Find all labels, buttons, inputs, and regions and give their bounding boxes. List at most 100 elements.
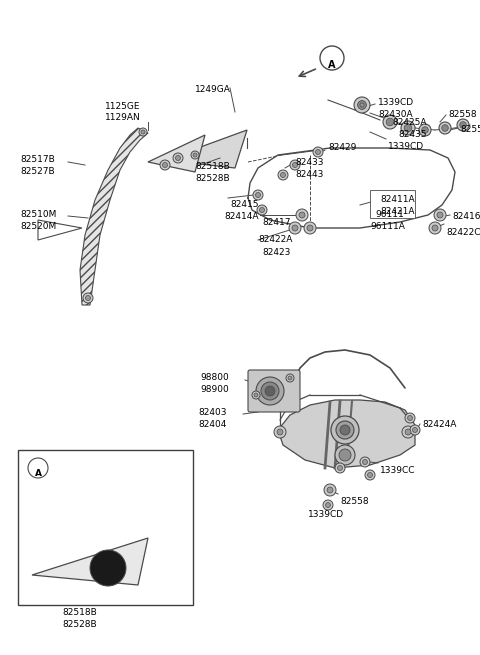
Text: 82423: 82423	[262, 248, 290, 257]
Text: 82430A: 82430A	[378, 110, 413, 119]
Circle shape	[176, 155, 180, 160]
Circle shape	[419, 124, 431, 136]
Text: 82528B: 82528B	[62, 620, 96, 629]
Text: 96111A: 96111A	[370, 222, 405, 231]
FancyBboxPatch shape	[18, 450, 193, 605]
Text: A: A	[328, 60, 336, 70]
Text: 82435: 82435	[398, 130, 427, 139]
Text: 82415: 82415	[230, 200, 259, 209]
Circle shape	[320, 46, 344, 70]
Text: 82425A: 82425A	[392, 118, 427, 127]
Circle shape	[254, 393, 258, 397]
Circle shape	[253, 190, 263, 200]
Circle shape	[460, 122, 466, 128]
Circle shape	[139, 128, 147, 136]
Bar	[370, 190, 415, 218]
Text: 82510M: 82510M	[20, 210, 56, 219]
Circle shape	[315, 149, 321, 155]
Text: 1339CD: 1339CD	[308, 510, 344, 519]
Circle shape	[434, 209, 446, 221]
Circle shape	[422, 126, 428, 134]
Circle shape	[360, 457, 370, 467]
Circle shape	[85, 295, 91, 301]
Circle shape	[335, 463, 345, 473]
Circle shape	[265, 386, 275, 396]
Circle shape	[457, 119, 469, 131]
Text: 82528B: 82528B	[195, 174, 229, 183]
Circle shape	[324, 484, 336, 496]
Text: 1249GA: 1249GA	[195, 85, 231, 94]
Circle shape	[439, 122, 451, 134]
Circle shape	[432, 225, 438, 231]
Polygon shape	[148, 135, 205, 172]
Circle shape	[28, 458, 48, 478]
Circle shape	[299, 212, 305, 218]
Circle shape	[340, 425, 350, 435]
Circle shape	[256, 377, 284, 405]
Text: 82558: 82558	[448, 110, 477, 119]
Circle shape	[288, 376, 292, 380]
Circle shape	[365, 470, 375, 480]
Text: 82411A: 82411A	[380, 195, 415, 204]
Circle shape	[358, 101, 366, 109]
Polygon shape	[80, 128, 148, 305]
Text: 82403: 82403	[198, 408, 227, 417]
Circle shape	[278, 170, 288, 180]
Circle shape	[307, 225, 313, 231]
Circle shape	[429, 222, 441, 234]
Text: 1339CC: 1339CC	[380, 466, 416, 475]
Circle shape	[257, 205, 267, 215]
Circle shape	[358, 101, 366, 109]
Circle shape	[437, 212, 443, 218]
Circle shape	[163, 162, 168, 168]
Circle shape	[90, 550, 126, 586]
Circle shape	[412, 428, 418, 432]
Text: 82558: 82558	[460, 125, 480, 134]
Text: 82527B: 82527B	[20, 167, 55, 176]
Circle shape	[289, 222, 301, 234]
Polygon shape	[278, 400, 415, 468]
Text: 82414A: 82414A	[224, 212, 259, 221]
Circle shape	[160, 160, 170, 170]
Circle shape	[296, 209, 308, 221]
Circle shape	[405, 413, 415, 423]
Circle shape	[193, 153, 197, 157]
Circle shape	[354, 97, 370, 113]
Circle shape	[405, 429, 411, 435]
Circle shape	[292, 225, 298, 231]
Circle shape	[280, 172, 286, 178]
Text: 1339CD: 1339CD	[388, 142, 424, 151]
Circle shape	[337, 466, 343, 470]
Text: 82422C: 82422C	[446, 228, 480, 237]
Circle shape	[368, 472, 372, 477]
Circle shape	[408, 415, 412, 421]
Circle shape	[255, 193, 261, 198]
Polygon shape	[38, 220, 82, 240]
Circle shape	[313, 147, 323, 157]
Circle shape	[260, 208, 264, 212]
Circle shape	[323, 500, 333, 510]
Circle shape	[83, 293, 93, 303]
Circle shape	[339, 449, 351, 461]
Circle shape	[401, 121, 415, 135]
Circle shape	[304, 222, 316, 234]
Circle shape	[274, 426, 286, 438]
Text: 96111: 96111	[375, 210, 404, 219]
Circle shape	[360, 103, 364, 107]
Text: 1339CD: 1339CD	[378, 98, 414, 107]
Circle shape	[327, 487, 333, 493]
Text: 82422A: 82422A	[258, 235, 292, 244]
Circle shape	[292, 162, 298, 168]
Circle shape	[173, 153, 183, 163]
Text: A: A	[35, 470, 41, 479]
Circle shape	[286, 374, 294, 382]
Text: 82518B: 82518B	[195, 162, 230, 171]
Text: 1129AN: 1129AN	[105, 113, 141, 122]
Text: 82429: 82429	[328, 143, 356, 152]
Text: 82417: 82417	[262, 218, 290, 227]
Circle shape	[191, 151, 199, 159]
FancyBboxPatch shape	[248, 370, 300, 412]
Text: 98800: 98800	[200, 373, 229, 382]
Circle shape	[335, 445, 355, 465]
Polygon shape	[32, 538, 148, 585]
